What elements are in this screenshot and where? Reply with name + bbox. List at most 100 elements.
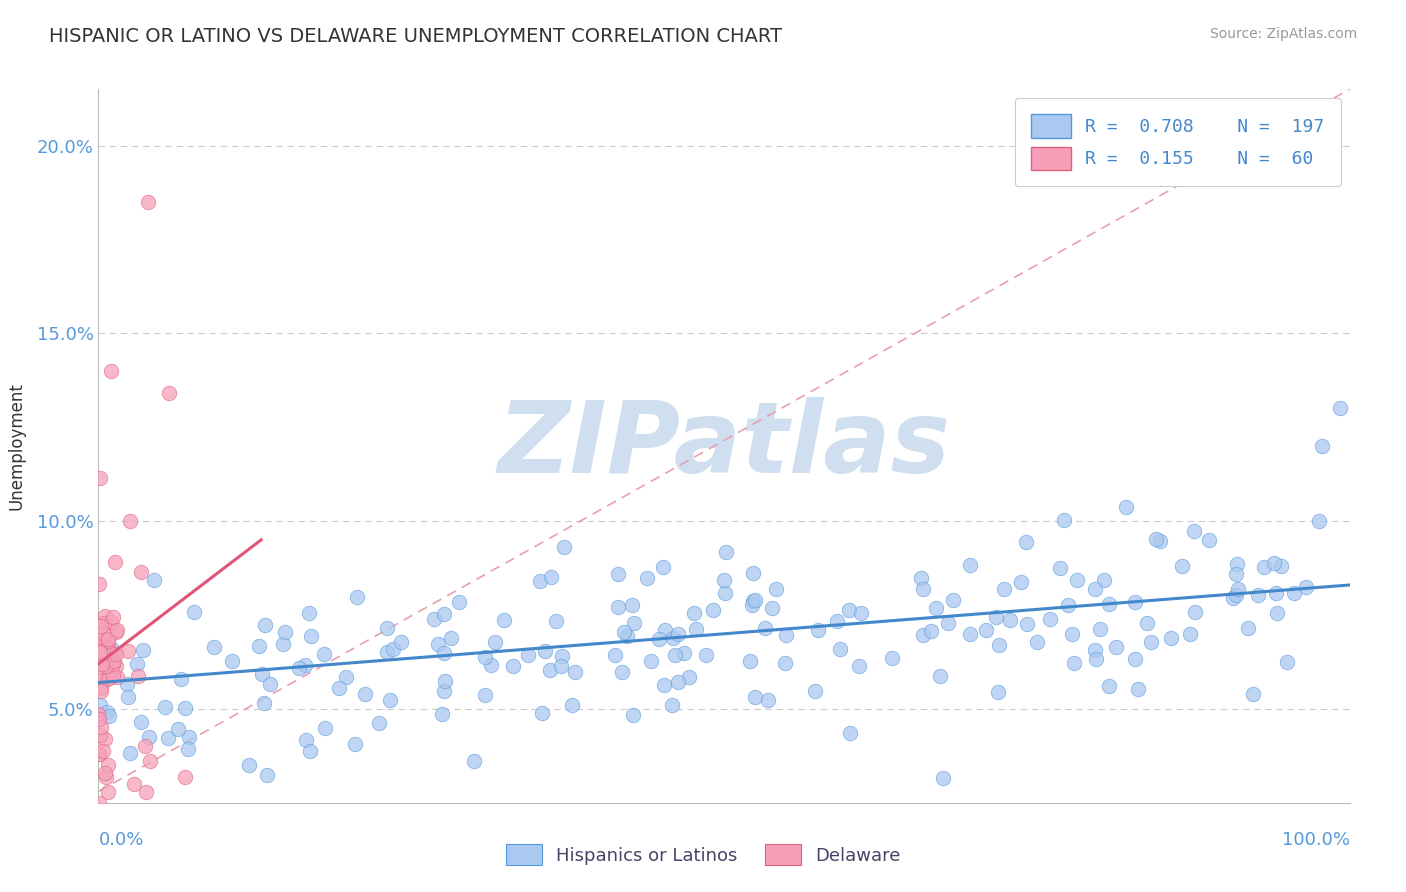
Point (135, 784, 157, 798)
Point (1088, 622, 1111, 636)
Point (93, 765, 115, 780)
Legend: Hispanics or Latinos, Delaware: Hispanics or Latinos, Delaware (496, 835, 910, 874)
Point (94, 770, 117, 784)
Point (430, 707, 453, 722)
Point (138, 730, 160, 744)
Point (97, 784, 120, 798)
Point (1247, 588, 1270, 602)
Point (328, 681, 350, 695)
Point (1282, 586, 1305, 600)
Point (474, 688, 496, 702)
Point (534, 644, 557, 658)
Point (89, 698, 111, 712)
Text: 0.0%: 0.0% (98, 831, 143, 849)
Point (1226, 557, 1249, 571)
Point (93, 615, 115, 630)
Point (93, 653, 115, 667)
Point (640, 654, 662, 668)
Point (143, 573, 166, 587)
Point (910, 571, 932, 585)
Point (662, 631, 685, 645)
Point (94, 731, 117, 746)
Point (90, 619, 112, 633)
Point (1160, 631, 1182, 645)
Point (129, 565, 152, 579)
Point (463, 754, 485, 768)
Point (998, 613, 1021, 627)
Point (202, 640, 225, 655)
Point (118, 514, 141, 528)
Point (561, 698, 583, 713)
Point (672, 647, 695, 661)
Point (740, 654, 762, 668)
Point (271, 637, 294, 651)
Point (606, 566, 628, 581)
Point (238, 758, 260, 772)
Point (1295, 580, 1317, 594)
Point (540, 570, 562, 584)
Point (87, 712, 110, 726)
Point (974, 624, 997, 638)
Point (177, 730, 200, 744)
Point (104, 555, 127, 569)
Point (1015, 534, 1038, 549)
Point (346, 591, 368, 605)
Point (256, 767, 278, 781)
Point (828, 641, 851, 656)
Point (1277, 656, 1299, 670)
Point (1171, 559, 1194, 574)
Point (651, 560, 673, 574)
Point (924, 601, 946, 615)
Point (932, 771, 955, 785)
Point (87, 638, 110, 652)
Point (702, 603, 724, 617)
Point (623, 615, 645, 630)
Point (546, 615, 568, 629)
Point (744, 593, 766, 607)
Point (765, 582, 787, 596)
Point (90, 721, 112, 735)
Point (1104, 640, 1126, 655)
Point (621, 599, 644, 613)
Point (474, 649, 496, 664)
Point (127, 669, 149, 683)
Point (87, 796, 110, 810)
Point (716, 545, 738, 559)
Point (538, 664, 561, 678)
Point (381, 642, 404, 657)
Point (89, 471, 111, 485)
Point (103, 668, 125, 682)
Point (134, 739, 156, 754)
Point (167, 722, 190, 736)
Point (1144, 532, 1167, 546)
Point (682, 606, 704, 620)
Point (176, 742, 198, 756)
Point (987, 685, 1010, 699)
Point (1015, 617, 1038, 632)
Point (621, 707, 644, 722)
Point (773, 656, 796, 670)
Point (122, 777, 145, 791)
Point (89, 728, 111, 742)
Point (1227, 582, 1250, 596)
Point (775, 628, 797, 642)
Point (920, 624, 942, 638)
Point (97, 634, 120, 648)
Point (613, 624, 636, 639)
Point (741, 566, 763, 580)
Point (153, 699, 176, 714)
Point (105, 658, 128, 673)
Point (91, 657, 114, 671)
Point (756, 693, 779, 707)
Point (742, 594, 765, 608)
Point (1053, 513, 1076, 527)
Point (754, 621, 776, 635)
Point (259, 677, 281, 691)
Point (652, 678, 675, 692)
Point (97, 671, 120, 685)
Point (484, 634, 506, 648)
Point (502, 658, 524, 673)
Point (517, 648, 540, 662)
Point (105, 625, 128, 640)
Point (1084, 652, 1107, 666)
